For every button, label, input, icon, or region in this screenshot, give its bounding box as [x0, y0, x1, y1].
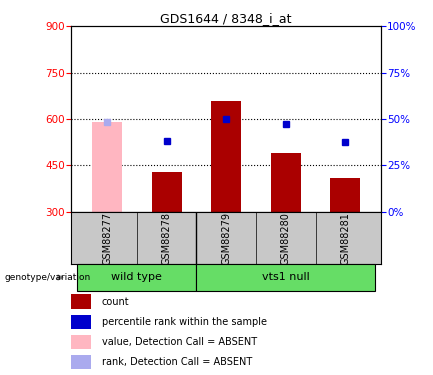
Text: genotype/variation: genotype/variation	[4, 273, 90, 282]
Bar	[211, 100, 241, 212]
Text: GSM88279: GSM88279	[221, 211, 231, 265]
Text: GSM88281: GSM88281	[340, 211, 350, 265]
Text: GSM88280: GSM88280	[281, 211, 291, 265]
Bar	[92, 122, 122, 212]
Bar	[71, 315, 91, 329]
Text: wild type: wild type	[112, 273, 162, 282]
Bar	[78, 264, 197, 291]
Bar	[152, 172, 181, 212]
Bar	[271, 153, 301, 212]
Text: GSM88278: GSM88278	[162, 211, 172, 265]
Text: value, Detection Call = ABSENT: value, Detection Call = ABSENT	[102, 337, 257, 347]
Bar	[197, 264, 375, 291]
Text: count: count	[102, 297, 129, 307]
Bar	[330, 178, 360, 212]
Bar	[71, 355, 91, 369]
Text: rank, Detection Call = ABSENT: rank, Detection Call = ABSENT	[102, 357, 252, 367]
Text: percentile rank within the sample: percentile rank within the sample	[102, 317, 267, 327]
Text: vts1 null: vts1 null	[262, 273, 310, 282]
Text: GSM88277: GSM88277	[102, 211, 112, 265]
Bar	[71, 294, 91, 309]
Bar	[71, 335, 91, 349]
Title: GDS1644 / 8348_i_at: GDS1644 / 8348_i_at	[161, 12, 292, 25]
